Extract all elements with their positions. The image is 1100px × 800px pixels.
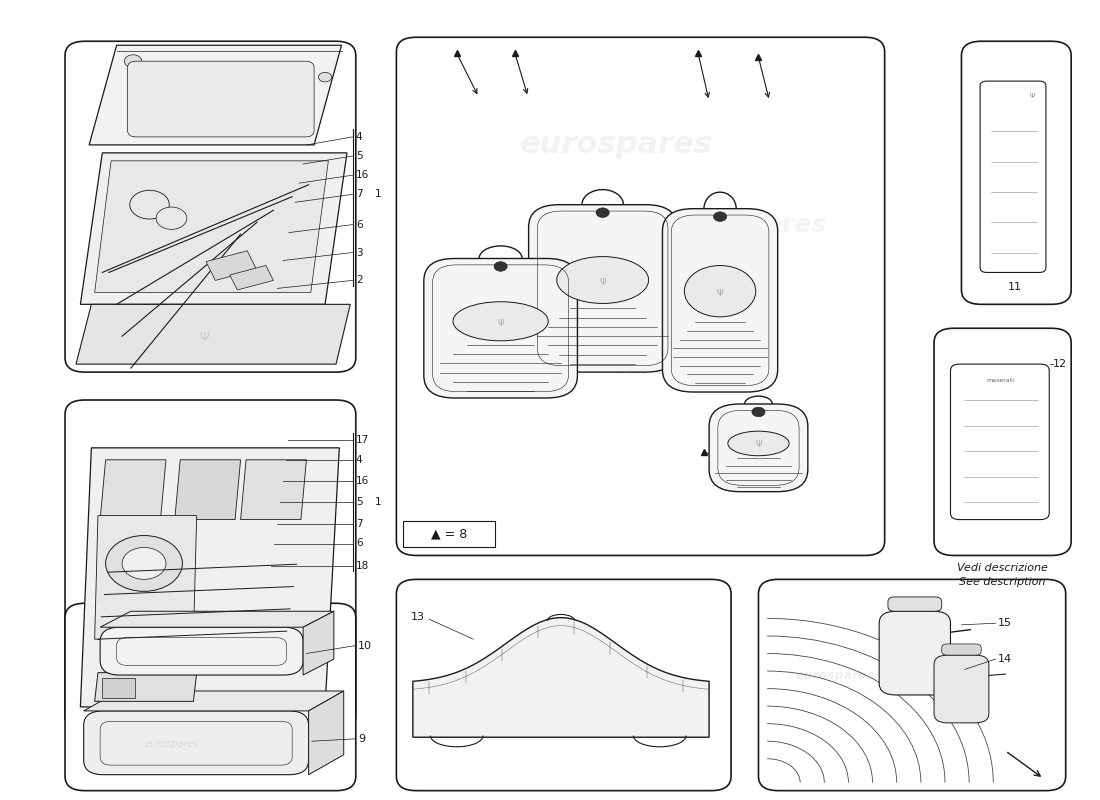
Text: 10: 10 — [358, 641, 372, 650]
Text: 9: 9 — [358, 734, 365, 744]
Text: Ψ: Ψ — [600, 278, 606, 287]
FancyBboxPatch shape — [65, 603, 355, 790]
Circle shape — [106, 535, 183, 591]
Text: 14: 14 — [998, 654, 1012, 664]
Circle shape — [752, 407, 766, 417]
Circle shape — [494, 262, 507, 271]
Polygon shape — [76, 304, 350, 364]
Polygon shape — [95, 673, 197, 702]
FancyBboxPatch shape — [128, 61, 315, 137]
Bar — [102, 678, 135, 698]
Text: 6: 6 — [355, 538, 362, 549]
Text: 15: 15 — [998, 618, 1012, 628]
FancyBboxPatch shape — [759, 579, 1066, 790]
FancyBboxPatch shape — [934, 328, 1071, 555]
FancyBboxPatch shape — [961, 42, 1071, 304]
Text: 16: 16 — [355, 170, 368, 180]
Text: eurospares: eurospares — [122, 542, 236, 561]
Text: 13: 13 — [410, 612, 425, 622]
Text: 16: 16 — [355, 476, 368, 486]
Circle shape — [122, 547, 166, 579]
Text: maserati: maserati — [986, 378, 1014, 383]
FancyBboxPatch shape — [980, 81, 1046, 273]
Circle shape — [130, 190, 169, 219]
Text: 1: 1 — [374, 497, 381, 507]
FancyBboxPatch shape — [403, 521, 495, 546]
Circle shape — [596, 208, 609, 218]
Text: Ψ: Ψ — [497, 318, 504, 328]
Polygon shape — [412, 618, 710, 738]
Ellipse shape — [728, 431, 789, 456]
Polygon shape — [95, 161, 329, 292]
Circle shape — [124, 55, 142, 67]
Text: Vedi descrizione
See description: Vedi descrizione See description — [957, 563, 1047, 587]
Bar — [230, 266, 274, 290]
Text: 5: 5 — [355, 151, 362, 161]
Text: 11: 11 — [1009, 282, 1022, 292]
FancyBboxPatch shape — [65, 42, 355, 372]
Text: 7: 7 — [355, 190, 362, 199]
Polygon shape — [241, 460, 307, 519]
Text: eurospares: eurospares — [498, 682, 613, 700]
FancyBboxPatch shape — [424, 258, 578, 398]
Text: Ψ: Ψ — [756, 440, 762, 449]
FancyBboxPatch shape — [84, 711, 309, 774]
Text: eurospares: eurospares — [519, 130, 712, 159]
Text: eurospares: eurospares — [122, 208, 236, 226]
FancyBboxPatch shape — [950, 364, 1049, 519]
Ellipse shape — [557, 257, 649, 303]
Text: 7: 7 — [355, 518, 362, 529]
FancyBboxPatch shape — [65, 400, 355, 731]
FancyBboxPatch shape — [710, 404, 807, 492]
FancyBboxPatch shape — [662, 209, 778, 392]
Text: eurospares: eurospares — [484, 282, 660, 310]
Circle shape — [319, 72, 332, 82]
FancyBboxPatch shape — [942, 644, 981, 655]
Text: eurospares: eurospares — [795, 669, 874, 682]
Text: Ψ: Ψ — [717, 290, 724, 298]
Text: 18: 18 — [355, 561, 368, 571]
Polygon shape — [80, 448, 339, 707]
Text: 4: 4 — [355, 454, 362, 465]
Circle shape — [156, 207, 187, 230]
FancyBboxPatch shape — [529, 205, 676, 372]
FancyBboxPatch shape — [879, 611, 950, 695]
Text: 3: 3 — [355, 247, 362, 258]
FancyBboxPatch shape — [396, 579, 732, 790]
Text: eurospares: eurospares — [612, 358, 752, 378]
Polygon shape — [309, 691, 343, 774]
Text: 5: 5 — [355, 497, 362, 507]
Text: Ψ: Ψ — [199, 331, 209, 344]
Text: eurospares: eurospares — [669, 213, 826, 237]
Polygon shape — [175, 460, 241, 519]
Polygon shape — [80, 153, 346, 304]
Text: 4: 4 — [355, 132, 362, 142]
Ellipse shape — [684, 266, 756, 317]
Ellipse shape — [453, 302, 548, 341]
Text: 2: 2 — [355, 275, 362, 286]
Polygon shape — [304, 611, 333, 675]
Polygon shape — [100, 460, 166, 519]
Polygon shape — [89, 46, 341, 145]
FancyBboxPatch shape — [396, 38, 884, 555]
Text: 6: 6 — [355, 220, 362, 230]
FancyBboxPatch shape — [100, 627, 304, 675]
Bar — [206, 250, 256, 281]
Text: 12: 12 — [1053, 359, 1067, 369]
Text: ▲ = 8: ▲ = 8 — [431, 527, 467, 541]
Text: 1: 1 — [374, 190, 381, 199]
Text: eurospares: eurospares — [145, 679, 242, 694]
Text: 17: 17 — [355, 435, 368, 445]
Polygon shape — [100, 611, 333, 627]
FancyBboxPatch shape — [888, 597, 942, 611]
Text: eurospares: eurospares — [144, 739, 199, 750]
FancyBboxPatch shape — [934, 655, 989, 723]
Circle shape — [714, 212, 727, 222]
Text: Ψ: Ψ — [1030, 93, 1035, 99]
Polygon shape — [84, 691, 343, 711]
Polygon shape — [95, 515, 197, 639]
